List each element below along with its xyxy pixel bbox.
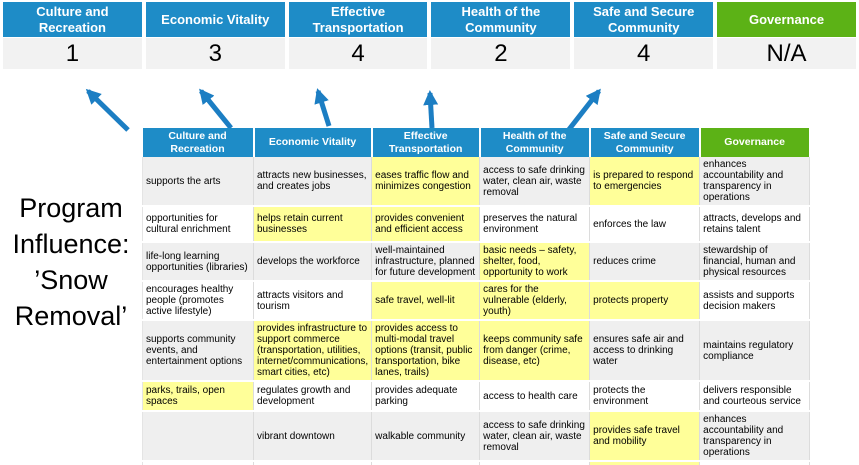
matrix-cell: walkable community (371, 411, 481, 462)
matrix-header-effective-transportation: Effective Transportation (371, 128, 481, 157)
matrix-cell: basic needs – safety, shelter, food, opp… (479, 242, 591, 282)
matrix-cell: access to safe drinking water, clean air… (479, 157, 591, 207)
summary-header-health-of-the-community: Health of the Community (431, 2, 571, 37)
matrix-cell: encourages healthy people (promotes acti… (142, 281, 254, 321)
arrow-icon-health (423, 90, 439, 129)
summary-header-safe-and-secure-community: Safe and Secure Community (574, 2, 714, 37)
matrix-cell: enhances accountability and transparency… (699, 157, 811, 207)
matrix-cell: assists and supports decision makers (699, 281, 811, 321)
matrix-cell: eases traffic flow and minimizes congest… (371, 157, 481, 207)
matrix-cell (142, 411, 254, 462)
matrix-cell: looks after it's most vulnerable (589, 461, 701, 465)
matrix-cell: keeps community safe from danger (crime,… (479, 320, 591, 382)
matrix-cell (371, 461, 481, 465)
matrix-cell: stewardship of financial, human and phys… (699, 242, 811, 282)
matrix-cell: supports the arts (142, 157, 254, 207)
priority-score-row: 1 3 4 2 4 N/A (3, 38, 856, 69)
summary-header-economic-vitality: Economic Vitality (145, 2, 285, 37)
matrix-cell: life-long learning opportunities (librar… (142, 242, 254, 282)
arrow-icon-safe-secure (565, 88, 601, 134)
matrix-header-safe-and-secure-community: Safe and Secure Community (589, 128, 701, 157)
program-label-line: Influence: (12, 229, 130, 259)
table-row: opportunities for cultural enrichment he… (142, 206, 811, 243)
table-row: vibrant downtown walkable community acce… (142, 411, 811, 462)
program-influence-label: Program Influence: ’Snow Removal’ (0, 190, 142, 334)
matrix-cell: reduces crime (589, 242, 701, 282)
table-row: encourages healthy people (promotes acti… (142, 281, 811, 321)
summary-header-governance: Governance (717, 2, 856, 37)
summary-header-effective-transportation: Effective Transportation (288, 2, 428, 37)
matrix-cell: protects property (589, 281, 701, 321)
matrix-cell: opportunities for cultural enrichment (142, 206, 254, 243)
matrix-cell: is prepared to respond to emergencies (589, 157, 701, 207)
matrix-cell: attracts, develops and retains talent (699, 206, 811, 243)
matrix-cell (253, 461, 373, 465)
matrix-cell: helps retain current businesses (253, 206, 373, 243)
table-row: looks after it's most vulnerable (142, 461, 811, 465)
table-row: supports the arts attracts new businesse… (142, 157, 811, 207)
matrix-cell: develops the workforce (253, 242, 373, 282)
summary-header-culture-and-recreation: Culture and Recreation (3, 2, 142, 37)
matrix-cell: ensures safe air and access to drinking … (589, 320, 701, 382)
table-row: parks, trails, open spaces regulates gro… (142, 381, 811, 412)
score-health-of-the-community: 2 (431, 38, 571, 69)
matrix-header-health-of-the-community: Health of the Community (479, 128, 591, 157)
matrix-cell: supports community events, and entertain… (142, 320, 254, 382)
criteria-matrix-table: Culture and Recreation Economic Vitality… (142, 128, 811, 465)
score-economic-vitality: 3 (145, 38, 285, 69)
matrix-header-economic-vitality: Economic Vitality (253, 128, 373, 157)
matrix-cell: attracts new businesses, and creates job… (253, 157, 373, 207)
matrix-cell (699, 461, 811, 465)
matrix-cell: provides convenient and efficient access (371, 206, 481, 243)
matrix-cell: enforces the law (589, 206, 701, 243)
matrix-cell: regulates growth and development (253, 381, 373, 412)
matrix-cell: enhances accountability and transparency… (699, 411, 811, 462)
matrix-cell: provides infrastructure to support comme… (253, 320, 373, 382)
matrix-cell: delivers responsible and courteous servi… (699, 381, 811, 412)
matrix-cell (142, 461, 254, 465)
matrix-cell: parks, trails, open spaces (142, 381, 254, 412)
matrix-header-row: Culture and Recreation Economic Vitality… (142, 128, 811, 157)
matrix-cell: vibrant downtown (253, 411, 373, 462)
matrix-cell: preserves the natural environment (479, 206, 591, 243)
score-culture-and-recreation: 1 (3, 38, 142, 69)
matrix-cell: access to safe drinking water, clean air… (479, 411, 591, 462)
arrow-icon-economic (199, 88, 233, 130)
matrix-header-governance: Governance (699, 128, 811, 157)
matrix-cell: protects the environment (589, 381, 701, 412)
matrix-cell: provides access to multi-modal travel op… (371, 320, 481, 382)
score-governance: N/A (717, 38, 856, 69)
matrix-header-culture-and-recreation: Culture and Recreation (142, 128, 255, 157)
score-safe-and-secure-community: 4 (574, 38, 714, 69)
matrix-cell: cares for the vulnerable (elderly, youth… (479, 281, 591, 321)
matrix-cell: provides safe travel and mobility (589, 411, 701, 462)
priority-summary-header: Culture and Recreation Economic Vitality… (3, 2, 856, 37)
table-row: life-long learning opportunities (librar… (142, 242, 811, 282)
matrix-cell (479, 461, 591, 465)
program-label-line: Program (19, 193, 123, 223)
influence-arrows (85, 88, 601, 134)
matrix-cell: safe travel, well-lit (371, 281, 481, 321)
arrow-icon-transportation (314, 88, 332, 127)
score-effective-transportation: 4 (288, 38, 428, 69)
table-row: supports community events, and entertain… (142, 320, 811, 382)
program-label-line: ’Snow (34, 265, 108, 295)
arrow-icon-culture (85, 88, 130, 132)
matrix-cell: access to health care (479, 381, 591, 412)
matrix-cell: well-maintained infrastructure, planned … (371, 242, 481, 282)
matrix-cell: attracts visitors and tourism (253, 281, 373, 321)
matrix-cell: provides adequate parking (371, 381, 481, 412)
program-label-line: Removal’ (14, 301, 128, 331)
matrix-cell: maintains regulatory compliance (699, 320, 811, 382)
